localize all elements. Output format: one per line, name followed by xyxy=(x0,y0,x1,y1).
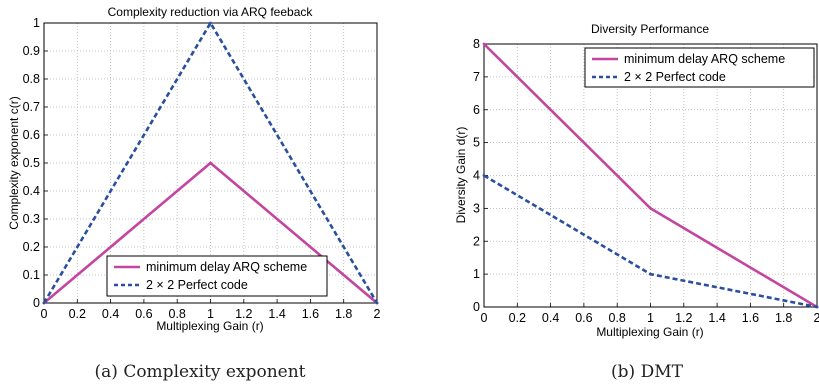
caption: (b) DMT xyxy=(611,362,684,382)
y-tick-label: 8 xyxy=(473,37,480,51)
axis-ticks: 0 0.2 0.4 0.6 0.8 1 1.2 1.4 1.6 1.8 2 0 1 2 3 4 5 6 7 8 xyxy=(473,37,819,325)
y-axis-label: Complexity exponent c(r) xyxy=(7,96,21,229)
data-point xyxy=(649,206,652,210)
x-tick-label: 0.2 xyxy=(69,307,86,321)
grid xyxy=(484,44,817,307)
x-tick-label: 1.4 xyxy=(708,311,725,325)
chart-title: Complexity reduction via ARQ feeback xyxy=(108,5,314,19)
y-tick-label: 3 xyxy=(473,201,480,215)
caption: (a) Complexity exponent xyxy=(95,362,306,382)
x-tick-label: 0.6 xyxy=(575,311,592,325)
x-tick-label: 1.2 xyxy=(675,311,692,325)
y-tick-label: 0.6 xyxy=(23,128,40,142)
x-tick-label: 0.2 xyxy=(509,311,526,325)
legend-label-solid: minimum delay ARQ scheme xyxy=(146,260,307,274)
series-layer xyxy=(482,42,819,309)
y-tick-label: 0.3 xyxy=(23,212,40,226)
y-tick-label: 0.4 xyxy=(23,184,40,198)
y-axis-label: Diversity Gain d(r) xyxy=(454,127,468,224)
legend: minimum delay ARQ scheme 2 × 2 Perfect c… xyxy=(106,255,328,297)
y-tick-label: 0.9 xyxy=(23,44,40,58)
y-tick-label: 1 xyxy=(473,267,480,281)
x-tick-label: 2 xyxy=(374,307,381,321)
x-axis-label: Multiplexing Gain (r) xyxy=(156,319,263,333)
x-tick-label: 1.8 xyxy=(775,311,792,325)
y-tick-label: 0.5 xyxy=(23,156,40,170)
x-tick-label: 0.4 xyxy=(102,307,119,321)
data-point xyxy=(375,301,379,305)
y-tick-label: 0.2 xyxy=(23,240,40,254)
x-tick-label: 1.2 xyxy=(235,307,252,321)
legend: minimum delay ARQ scheme 2 × 2 Perfect c… xyxy=(584,47,815,88)
x-tick-label: 1 xyxy=(647,311,654,325)
x-tick-label: 1 xyxy=(207,307,214,321)
y-tick-label: 0.1 xyxy=(23,268,40,282)
x-tick-label: 1.6 xyxy=(302,307,319,321)
data-point xyxy=(482,42,486,46)
x-tick-label: 2 xyxy=(814,311,819,325)
data-point xyxy=(209,161,212,165)
x-tick-label: 1.4 xyxy=(268,307,285,321)
y-tick-label: 0 xyxy=(33,296,40,310)
y-tick-label: 6 xyxy=(473,103,480,117)
y-tick-label: 0 xyxy=(473,300,480,314)
x-tick-label: 1.8 xyxy=(335,307,352,321)
data-point xyxy=(482,174,486,177)
y-tick-label: 0.7 xyxy=(23,100,40,114)
y-tick-label: 2 xyxy=(473,234,480,248)
legend-box xyxy=(584,47,815,88)
data-point xyxy=(42,301,46,305)
axis-ticks: 0 0.2 0.4 0.6 0.8 1 1.2 1.4 1.6 1.8 2 0 0.1 0.2 0.3 0.4… xyxy=(23,16,381,321)
x-tick-label: 1.6 xyxy=(742,311,759,325)
legend-label-solid: minimum delay ARQ scheme xyxy=(624,52,785,66)
y-tick-label: 4 xyxy=(473,169,480,183)
x-axis-label: Multiplexing Gain (r) xyxy=(596,325,703,339)
y-tick-label: 7 xyxy=(473,70,480,84)
x-tick-label: 0.8 xyxy=(169,307,186,321)
y-tick-label: 5 xyxy=(473,136,480,150)
data-point xyxy=(815,305,819,309)
data-point xyxy=(649,272,652,276)
y-tick-label: 1 xyxy=(33,16,40,30)
chart-dmt: 0 0.2 0.4 0.6 0.8 1 1.2 1.4 1.6 1.8 2 0 1 2 3 4 5 6 7 8 Div… xyxy=(454,22,819,382)
legend-label-dashed: 2 × 2 Perfect code xyxy=(146,278,248,292)
chart-title: Diversity Performance xyxy=(591,22,709,36)
x-tick-label: 0.4 xyxy=(542,311,559,325)
series-line-perfect-code xyxy=(42,20,379,304)
chart-complexity: 0 0.2 0.4 0.6 0.8 1 1.2 1.4 1.6 1.8 2 0 0.1 0.2 0.3 0.4… xyxy=(7,5,381,382)
x-tick-label: 0.6 xyxy=(135,307,152,321)
legend-label-dashed: 2 × 2 Perfect code xyxy=(624,70,726,84)
data-point xyxy=(209,21,212,25)
x-tick-label: 0.8 xyxy=(609,311,626,325)
x-tick-label: 0 xyxy=(41,307,48,321)
x-tick-label: 0 xyxy=(481,311,488,325)
legend-box xyxy=(106,255,328,297)
y-tick-label: 0.8 xyxy=(23,72,40,86)
